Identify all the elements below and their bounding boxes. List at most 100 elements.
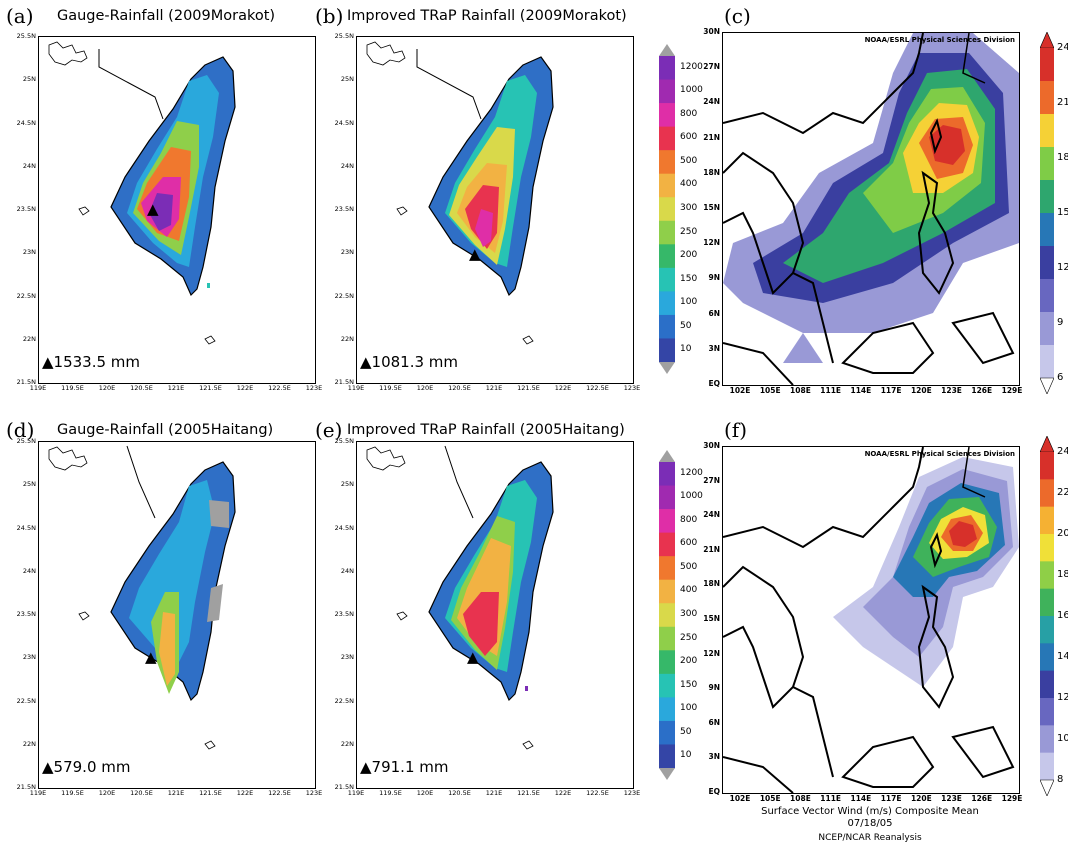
lat-tick-label: 22.5N	[334, 291, 354, 300]
colorbar-tick-label: 300	[680, 203, 698, 213]
wind-lat-tick-label: EQ	[708, 787, 721, 796]
lon-tick-label: 122E	[554, 384, 572, 392]
colorbar-extend-max	[1039, 435, 1055, 453]
colorbar-tick-label: 1200	[680, 467, 703, 478]
colorbar-swatch	[1040, 81, 1054, 115]
wind-lon-tick-label: 129E	[1001, 794, 1023, 803]
colorbar-swatch	[659, 509, 675, 534]
colorbar-swatch	[659, 291, 675, 316]
colorbar-tick-label: 250	[680, 632, 698, 643]
colorbar-swatch	[1040, 48, 1054, 82]
triangle-marker-icon: ▲	[42, 353, 54, 371]
colorbar-swatch	[1040, 345, 1054, 379]
wind-lat-tick-label: 9N	[708, 683, 721, 693]
colorbar-swatch	[1040, 561, 1054, 590]
colorbar-swatch	[659, 556, 675, 581]
station-triangle-icon: ▲	[145, 648, 157, 666]
lon-tick-label: 122E	[236, 789, 254, 797]
lon-tick-label: 120.5E	[130, 789, 153, 797]
wind-colorbar-tick-label: 22	[1057, 487, 1068, 498]
lat-tick-label: 22.5N	[16, 696, 36, 705]
wind-lat-tick-label: 21N	[703, 132, 720, 142]
colorbar-tick-label: 600	[680, 132, 698, 143]
colorbar-tick-label: 1200	[680, 61, 703, 72]
lon-tick-label: 120.5E	[448, 384, 471, 392]
colorbar-tick-label: 800	[680, 514, 698, 525]
lat-tick-label: 25N	[340, 480, 354, 489]
colorbar-swatch	[1040, 180, 1054, 214]
station-marker-d: ▲579.0 mm	[42, 758, 131, 776]
colorbar-swatch	[1040, 279, 1054, 313]
colorbar-swatch	[659, 532, 675, 557]
colorbar-extend-max	[659, 44, 675, 56]
lon-tick-label: 121.5E	[199, 384, 222, 392]
lon-tick-label: 123E	[623, 789, 641, 797]
lat-tick-label: 22.5N	[16, 291, 36, 300]
lat-tick-label: 23N	[22, 653, 36, 662]
wind-lon-tick-label: 114E	[850, 386, 872, 395]
wind-colorbar-tick-label: 24	[1057, 42, 1068, 53]
lat-tick-label: 23N	[22, 248, 36, 257]
wind-map-c: NOAA/ESRL Physical Sciences Division	[722, 32, 1020, 386]
lon-tick-label: 119.5E	[379, 789, 402, 797]
wind-lon-tick-label: 102E	[729, 386, 751, 395]
colorbar-swatch	[1040, 114, 1054, 148]
wind-lat-tick-label: 6N	[708, 308, 721, 318]
lat-tick-label: 22N	[340, 334, 354, 343]
station-marker-b: ▲1081.3 mm	[360, 353, 459, 371]
lat-tick-label: 24N	[340, 161, 354, 170]
panel-label-d: (d)	[6, 418, 35, 442]
colorbar-tick-label: 10	[680, 750, 692, 761]
wind-lat-tick-label: 18N	[703, 167, 720, 177]
wind-lon-tick-label: 111E	[820, 386, 842, 395]
wind-lon-tick-label: 117E	[880, 386, 902, 395]
colorbar-swatch	[659, 56, 675, 81]
wind-lat-tick-label: 15N	[703, 203, 720, 212]
lat-tick-label: 25.5N	[334, 32, 354, 40]
wind-lat-tick-label: 18N	[703, 579, 720, 589]
colorbar-swatch	[1040, 147, 1054, 181]
wind-lon-tick-label: 114E	[850, 794, 872, 803]
rainfall-map-e: ▲791.1 mm ▲	[356, 441, 634, 789]
colorbar-tick-label: 400	[680, 179, 698, 190]
wind-lat-tick-label: 30N	[703, 441, 720, 450]
lat-tick-label: 21.5N	[16, 378, 36, 386]
wind-lat-tick-label: 24N	[703, 97, 720, 107]
colorbar-swatch	[1040, 588, 1054, 617]
wind-colorbar-tick-label: 18	[1057, 152, 1068, 163]
panel-label-b: (b)	[315, 4, 344, 28]
colorbar-tick-label: 200	[680, 250, 698, 261]
colorbar-tick-label: 50	[680, 320, 692, 331]
colorbar-tick-label: 500	[680, 561, 698, 572]
colorbar-swatch	[659, 314, 675, 339]
lat-tick-label: 21.5N	[16, 783, 36, 791]
lat-tick-label: 22.5N	[334, 696, 354, 705]
station-triangle-icon: ▲	[469, 245, 481, 263]
wind-colorbar-tick-label: 12	[1057, 692, 1068, 703]
lon-tick-label: 121E	[167, 789, 185, 797]
colorbar-swatch	[1040, 698, 1054, 726]
panel-label-f: (f)	[724, 418, 748, 442]
lat-tick-label: 24.5N	[16, 118, 36, 127]
wind-colorbar-tick-label: 12	[1057, 262, 1068, 273]
lon-tick-label: 120E	[416, 384, 434, 392]
station-triangle-icon: ▲	[467, 648, 479, 666]
wind-lat-tick-label: 9N	[708, 273, 721, 283]
wind-lon-tick-label: 129E	[1001, 386, 1023, 395]
lon-tick-label: 120E	[98, 789, 116, 797]
lon-tick-label: 119.5E	[379, 384, 402, 392]
wind-lat-tick-label: 15N	[703, 614, 720, 623]
lat-tick-label: 25N	[22, 75, 36, 84]
lat-tick-label: 25.5N	[334, 437, 354, 445]
wind-lat-tick-label: 27N	[703, 62, 720, 72]
colorbar-extend-min	[1039, 779, 1055, 797]
colorbar-swatch	[659, 197, 675, 222]
lat-tick-label: 23.5N	[16, 205, 36, 213]
wind-lon-tick-label: 102E	[729, 794, 751, 803]
colorbar-tick-label: 400	[680, 585, 698, 596]
lon-tick-label: 123E	[305, 789, 323, 797]
panel-title-b: Improved TRaP Rainfall (2009Morakot)	[347, 8, 627, 24]
wind-lon-tick-label: 123E	[941, 386, 962, 395]
lon-tick-label: 119E	[347, 789, 365, 797]
panel-label-a: (a)	[6, 4, 34, 28]
